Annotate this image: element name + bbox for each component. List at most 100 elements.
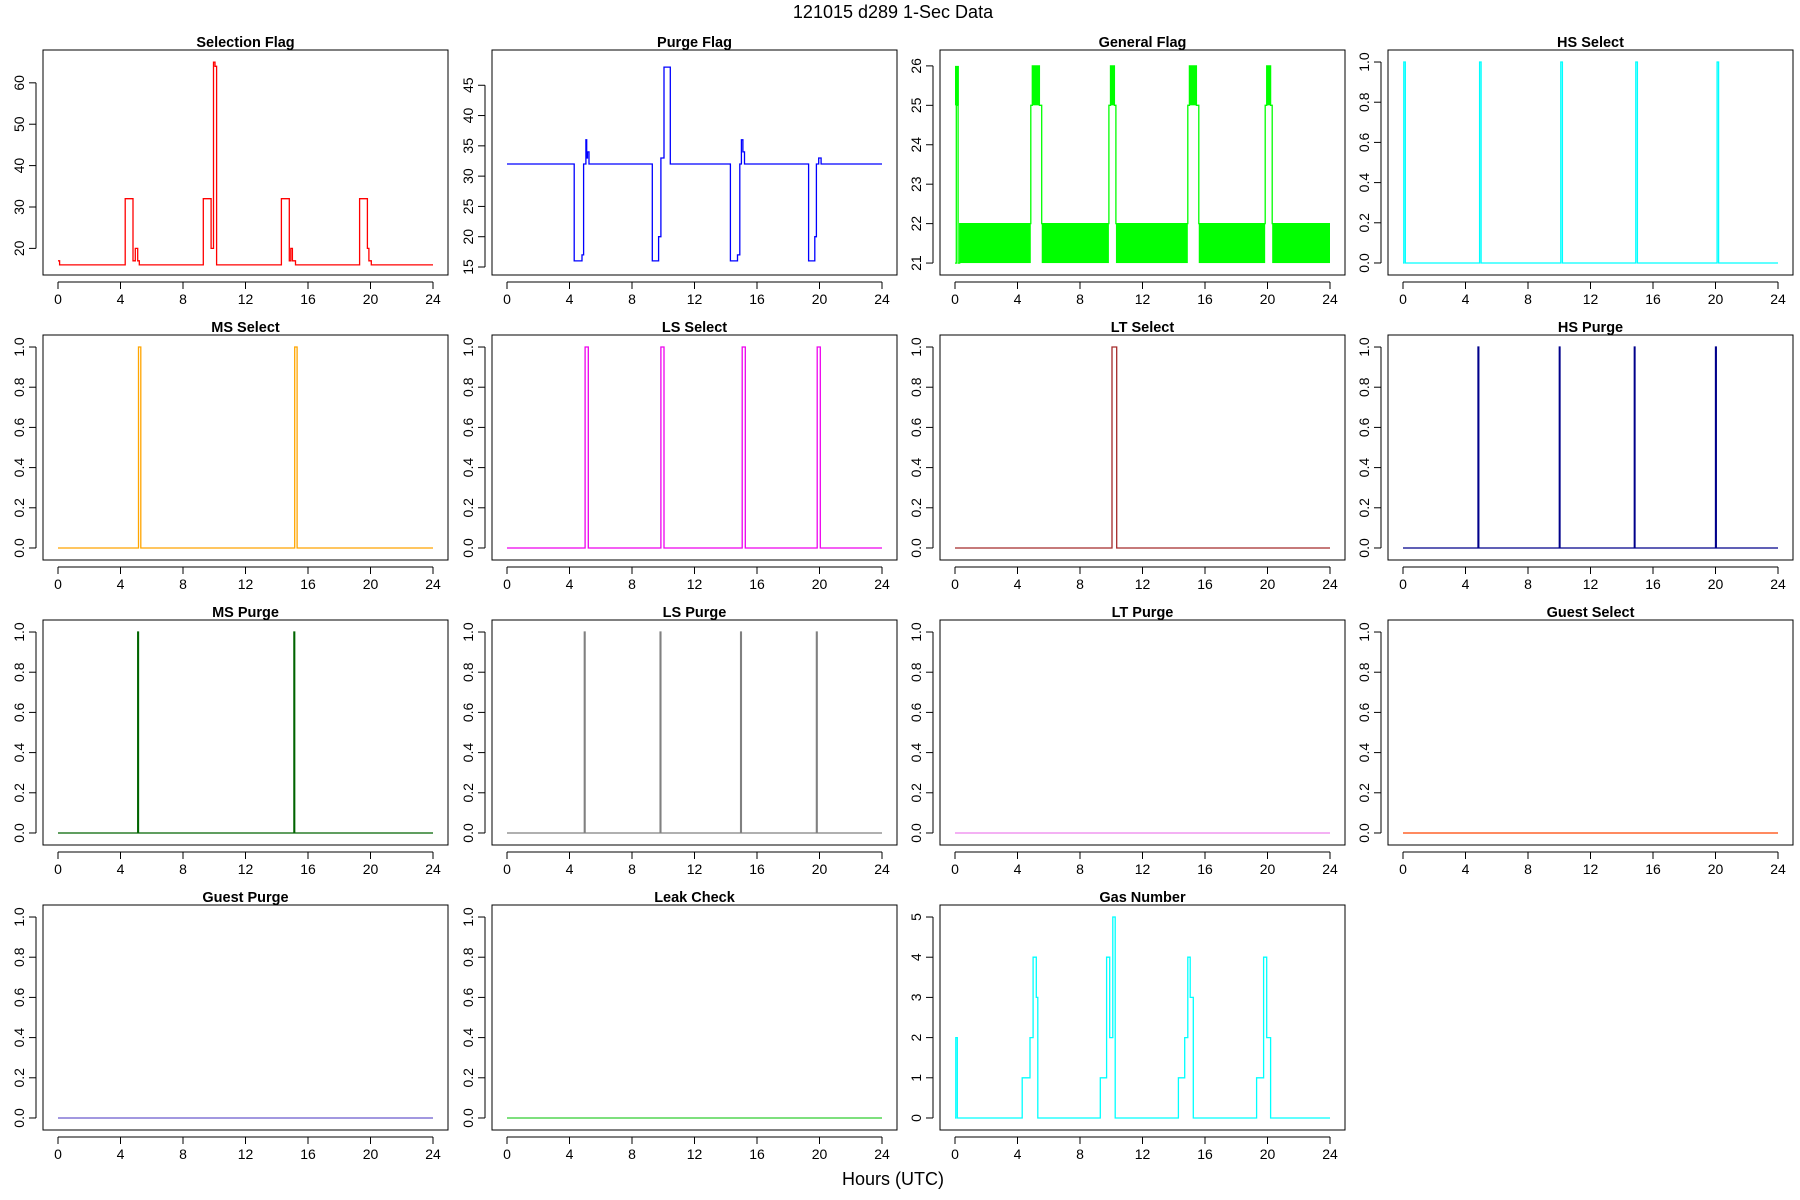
x-tick-label: 24 — [425, 576, 441, 592]
x-tick-label: 0 — [503, 576, 511, 592]
y-tick-label: 0.4 — [908, 458, 924, 478]
y-tick-label: 0.2 — [1356, 783, 1372, 803]
x-tick-label: 12 — [1583, 861, 1599, 877]
panel-title: LS Select — [662, 320, 727, 336]
plot-frame — [42, 49, 449, 276]
y-tick-label: 0.0 — [1356, 823, 1372, 843]
y-tick-label: 0.6 — [908, 417, 924, 437]
x-tick-label: 20 — [1260, 1146, 1276, 1162]
x-tick-label: 16 — [300, 861, 316, 877]
x-axis: 0 4 8 12 16 20 24 — [951, 1136, 1338, 1162]
plot-frame — [42, 619, 449, 846]
y-axis: 0.0 0.2 0.4 0.6 0.8 1.0 — [11, 337, 37, 558]
x-tick-label: 24 — [1322, 861, 1338, 877]
panel-leak-check: Leak Check 0 4 8 12 16 20 24 0.0 0.2 0.4 0.6 0.8 1.0 — [460, 890, 898, 1162]
y-tick-label: 0.4 — [460, 743, 476, 763]
x-tick-label: 24 — [425, 861, 441, 877]
data-band — [1189, 65, 1197, 106]
y-tick-label: 1.0 — [11, 337, 27, 357]
x-axis: 0 4 8 12 16 20 24 — [503, 566, 890, 592]
panel-title: LT Purge — [1112, 605, 1174, 621]
x-tick-label: 16 — [1197, 291, 1213, 307]
x-tick-label: 20 — [1708, 861, 1724, 877]
plot-frame — [42, 904, 449, 1131]
x-tick-label: 24 — [874, 576, 890, 592]
x-tick-label: 4 — [1014, 861, 1022, 877]
x-tick-label: 8 — [1076, 861, 1084, 877]
panel-title: MS Purge — [212, 605, 279, 621]
x-tick-label: 4 — [566, 861, 574, 877]
panel-hs-select: HS Select 0 4 8 12 16 20 24 0.0 0.2 0.4 0.6 0.8 1.0 — [1356, 35, 1794, 307]
data-band — [1272, 223, 1330, 264]
x-tick-label: 0 — [503, 291, 511, 307]
plot-frame — [42, 334, 449, 561]
plot-frame — [1387, 619, 1794, 846]
y-tick-label: 23 — [908, 176, 924, 192]
x-tick-label: 24 — [1322, 291, 1338, 307]
x-tick-label: 4 — [566, 576, 574, 592]
y-tick-label: 22 — [908, 216, 924, 232]
y-tick-label: 40 — [11, 158, 27, 174]
x-tick-label: 16 — [749, 291, 765, 307]
x-tick-label: 8 — [179, 861, 187, 877]
y-axis: 0.0 0.2 0.4 0.6 0.8 1.0 — [1356, 52, 1382, 273]
x-tick-label: 16 — [1645, 576, 1661, 592]
x-tick-label: 16 — [300, 576, 316, 592]
data-band — [1266, 65, 1271, 106]
data-band — [959, 223, 1031, 264]
x-tick-label: 20 — [1260, 291, 1276, 307]
y-tick-label: 0.8 — [460, 662, 476, 682]
y-axis: 20 30 40 50 60 — [11, 75, 37, 256]
plot-frame — [491, 334, 898, 561]
y-tick-label: 0.4 — [460, 1028, 476, 1048]
panel-title: HS Select — [1557, 35, 1624, 51]
y-tick-label: 0.8 — [460, 377, 476, 397]
y-tick-label: 0.8 — [1356, 662, 1372, 682]
x-tick-label: 16 — [300, 291, 316, 307]
x-tick-label: 4 — [117, 861, 125, 877]
data-band — [1198, 223, 1266, 264]
x-tick-label: 16 — [1197, 861, 1213, 877]
y-tick-label: 25 — [460, 198, 476, 214]
panel-title: Selection Flag — [196, 35, 294, 51]
x-tick-label: 20 — [1708, 576, 1724, 592]
y-tick-label: 0.0 — [908, 823, 924, 843]
x-tick-label: 16 — [1197, 576, 1213, 592]
x-tick-label: 12 — [687, 576, 703, 592]
y-tick-label: 0.0 — [1356, 538, 1372, 558]
plot-frame — [491, 49, 898, 276]
y-tick-label: 60 — [11, 75, 27, 91]
data-band — [1115, 223, 1188, 264]
x-axis: 0 4 8 12 16 20 24 — [54, 566, 441, 592]
y-tick-label: 0.4 — [908, 743, 924, 763]
x-tick-label: 8 — [628, 291, 636, 307]
panel-hs-purge: HS Purge 0 4 8 12 16 20 24 0.0 0.2 0.4 0.6 0.8 1.0 — [1356, 320, 1794, 592]
x-tick-label: 20 — [812, 861, 828, 877]
y-tick-label: 0.6 — [1356, 132, 1372, 152]
y-tick-label: 1.0 — [460, 622, 476, 642]
y-tick-label: 0.8 — [908, 377, 924, 397]
x-tick-label: 4 — [117, 291, 125, 307]
y-tick-label: 0.8 — [11, 377, 27, 397]
panel-guest-purge: Guest Purge 0 4 8 12 16 20 24 0.0 0.2 0.4 0.6 0.8 1.0 — [11, 890, 449, 1162]
y-tick-label: 0.4 — [460, 458, 476, 478]
y-tick-label: 2 — [908, 1033, 924, 1041]
x-tick-label: 0 — [54, 576, 62, 592]
data-line — [507, 66, 882, 262]
x-tick-label: 20 — [363, 291, 379, 307]
y-tick-label: 0.6 — [11, 987, 27, 1007]
y-tick-label: 0.6 — [11, 417, 27, 437]
plot-frame — [491, 904, 898, 1131]
x-tick-label: 8 — [1076, 291, 1084, 307]
figure-x-axis-label: Hours (UTC) — [842, 1169, 944, 1189]
x-tick-label: 8 — [628, 1146, 636, 1162]
x-tick-label: 0 — [54, 861, 62, 877]
x-axis: 0 4 8 12 16 20 24 — [54, 1136, 441, 1162]
x-tick-label: 8 — [628, 576, 636, 592]
x-tick-label: 16 — [749, 576, 765, 592]
x-tick-label: 0 — [1399, 291, 1407, 307]
x-tick-label: 8 — [1524, 291, 1532, 307]
x-tick-label: 20 — [812, 291, 828, 307]
x-axis: 0 4 8 12 16 20 24 — [54, 851, 441, 877]
